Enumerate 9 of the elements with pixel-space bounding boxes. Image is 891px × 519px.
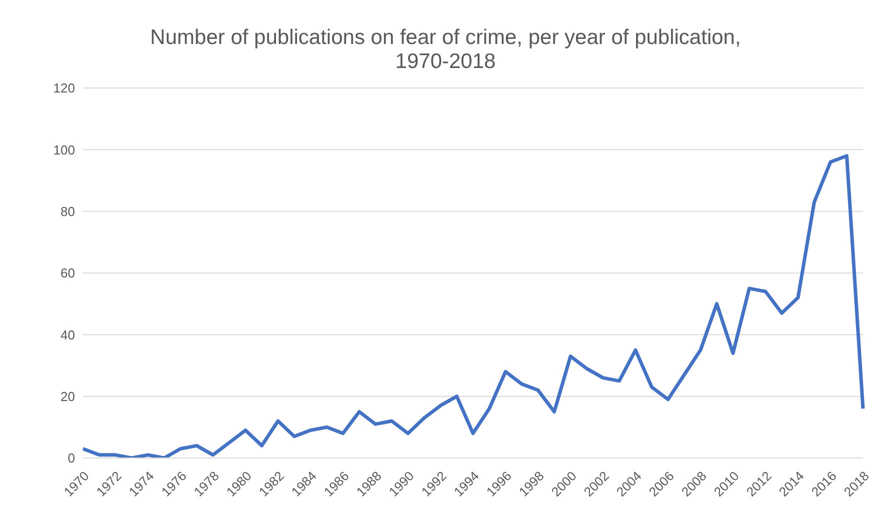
y-tick-label: 60 xyxy=(60,266,75,281)
y-tick-label: 40 xyxy=(60,327,75,342)
y-tick-label: 80 xyxy=(60,204,75,219)
y-tick-label: 120 xyxy=(53,80,75,96)
y-tick-label: 20 xyxy=(60,388,75,404)
y-tick-label: 100 xyxy=(53,142,75,158)
y-tick-label: 0 xyxy=(68,450,75,466)
line-series xyxy=(81,154,865,458)
chart-title: Number of publications on fear of crime, per year of publication, 1970-2018 xyxy=(149,25,742,75)
